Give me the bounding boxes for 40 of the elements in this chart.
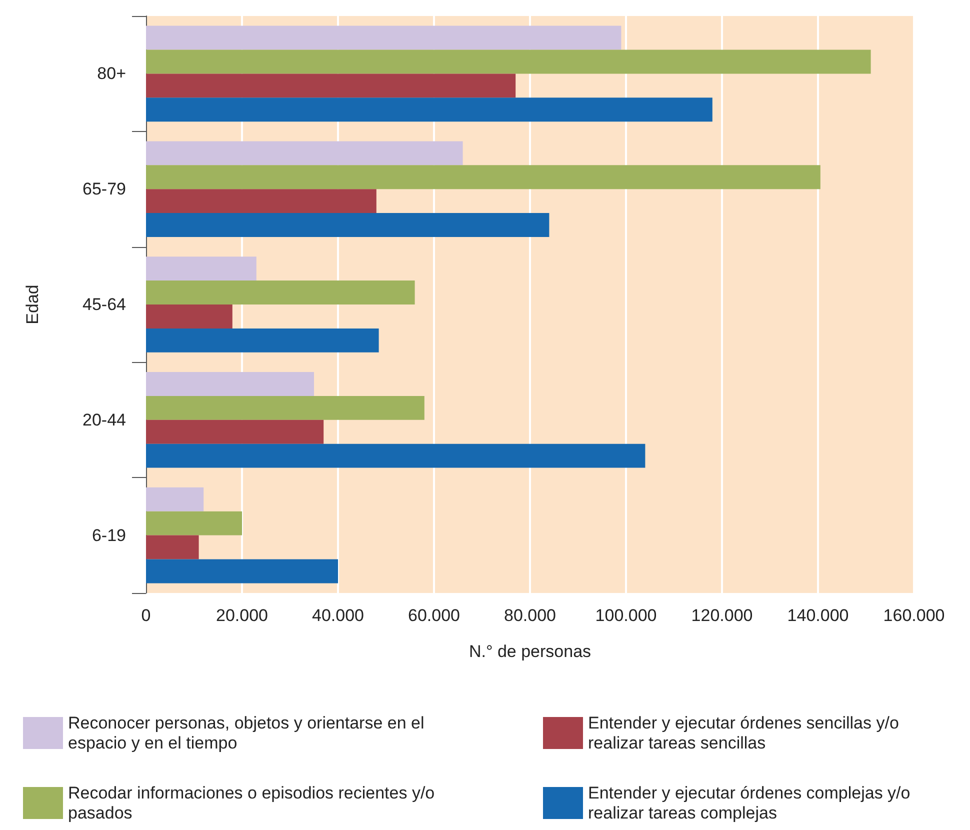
x-axis-title: N.° de personas	[468, 642, 592, 661]
y-tick-label: 45-64	[82, 295, 126, 314]
x-tick-label: 20.000	[216, 606, 268, 625]
bar	[146, 280, 415, 304]
bar	[146, 98, 712, 122]
bar	[146, 256, 256, 281]
bar	[146, 304, 232, 328]
x-tick-label: 0	[141, 606, 151, 625]
bar	[146, 559, 338, 584]
bar	[146, 26, 622, 50]
x-tick-label: 100.000	[595, 606, 657, 625]
bar	[146, 420, 324, 444]
bar	[146, 396, 424, 420]
bar	[146, 213, 550, 237]
y-tick-label: 6-19	[92, 526, 126, 545]
legend-label: Entender y ejecutar órdenes sencillas y/o realizar tareas sencillas	[588, 714, 904, 752]
bar	[146, 444, 646, 468]
bar	[146, 487, 204, 512]
y-tick-label: 65-79	[82, 180, 126, 199]
x-tick-label: 160.000	[883, 606, 945, 625]
bar	[146, 328, 379, 352]
bar	[146, 165, 820, 190]
bar	[146, 141, 463, 166]
bar	[146, 535, 199, 560]
legend-label: Recodar informaciones o episodios recientes y/o pasados	[68, 784, 440, 822]
x-tick-label: 120.000	[691, 606, 753, 625]
bar	[146, 372, 314, 396]
x-tick-label: 60.000	[408, 606, 460, 625]
x-tick-label: 140.000	[787, 606, 849, 625]
legend-label: Reconocer personas, objetos y orientarse en el espacio y en el tiempo	[68, 714, 429, 752]
bar	[146, 50, 871, 74]
bar	[146, 511, 242, 536]
x-tick-label: 80.000	[504, 606, 556, 625]
y-axis-title: Edad	[23, 284, 42, 324]
y-tick-label: 20-44	[82, 410, 126, 430]
legend-label: Entender y ejecutar órdenes complejas y/o realizar tareas complejas	[588, 784, 915, 822]
y-tick-label: 80+	[97, 64, 126, 84]
x-tick-label: 40.000	[312, 606, 364, 625]
bar	[146, 74, 516, 98]
bar	[146, 189, 376, 214]
